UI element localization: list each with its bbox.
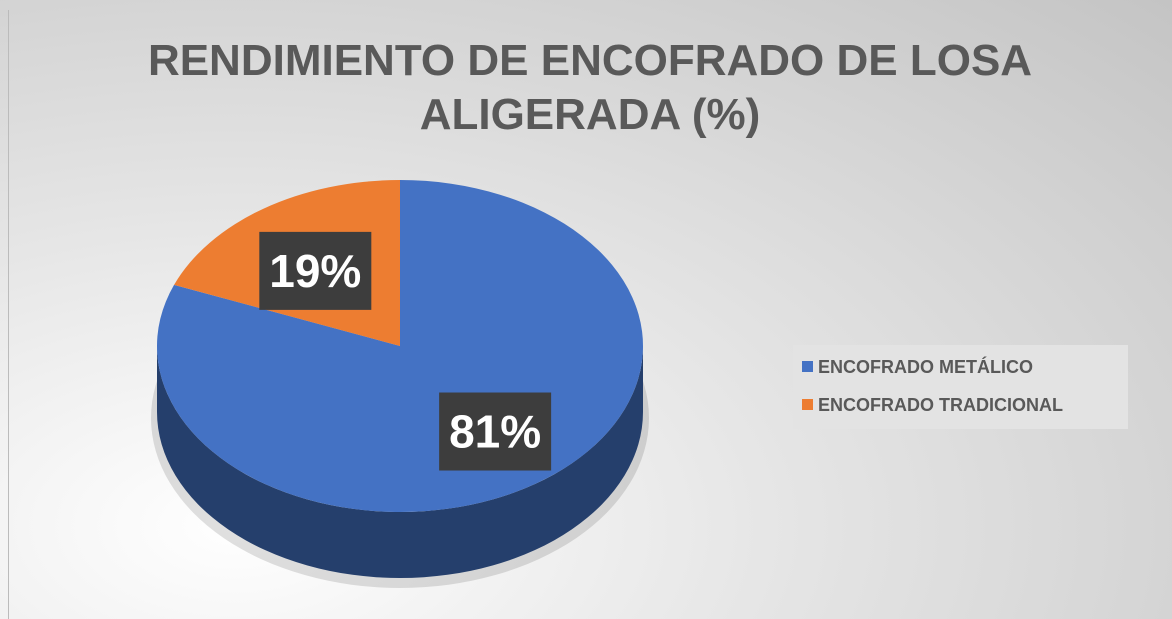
legend-label: ENCOFRADO METÁLICO (818, 356, 1033, 377)
slice-side (157, 346, 643, 578)
legend-label: ENCOFRADO TRADICIONAL (818, 395, 1063, 415)
legend-box (793, 345, 1128, 429)
data-label: 19% (269, 245, 361, 297)
chart-title: RENDIMIENTO DE ENCOFRADO DE LOSA ALIGERA… (147, 36, 1033, 139)
data-label-box (439, 392, 552, 471)
data-label: 81% (449, 406, 541, 458)
legend-swatch (802, 399, 813, 410)
data-label-box (259, 231, 372, 310)
legend-swatch (802, 361, 813, 372)
border (8, 10, 9, 619)
